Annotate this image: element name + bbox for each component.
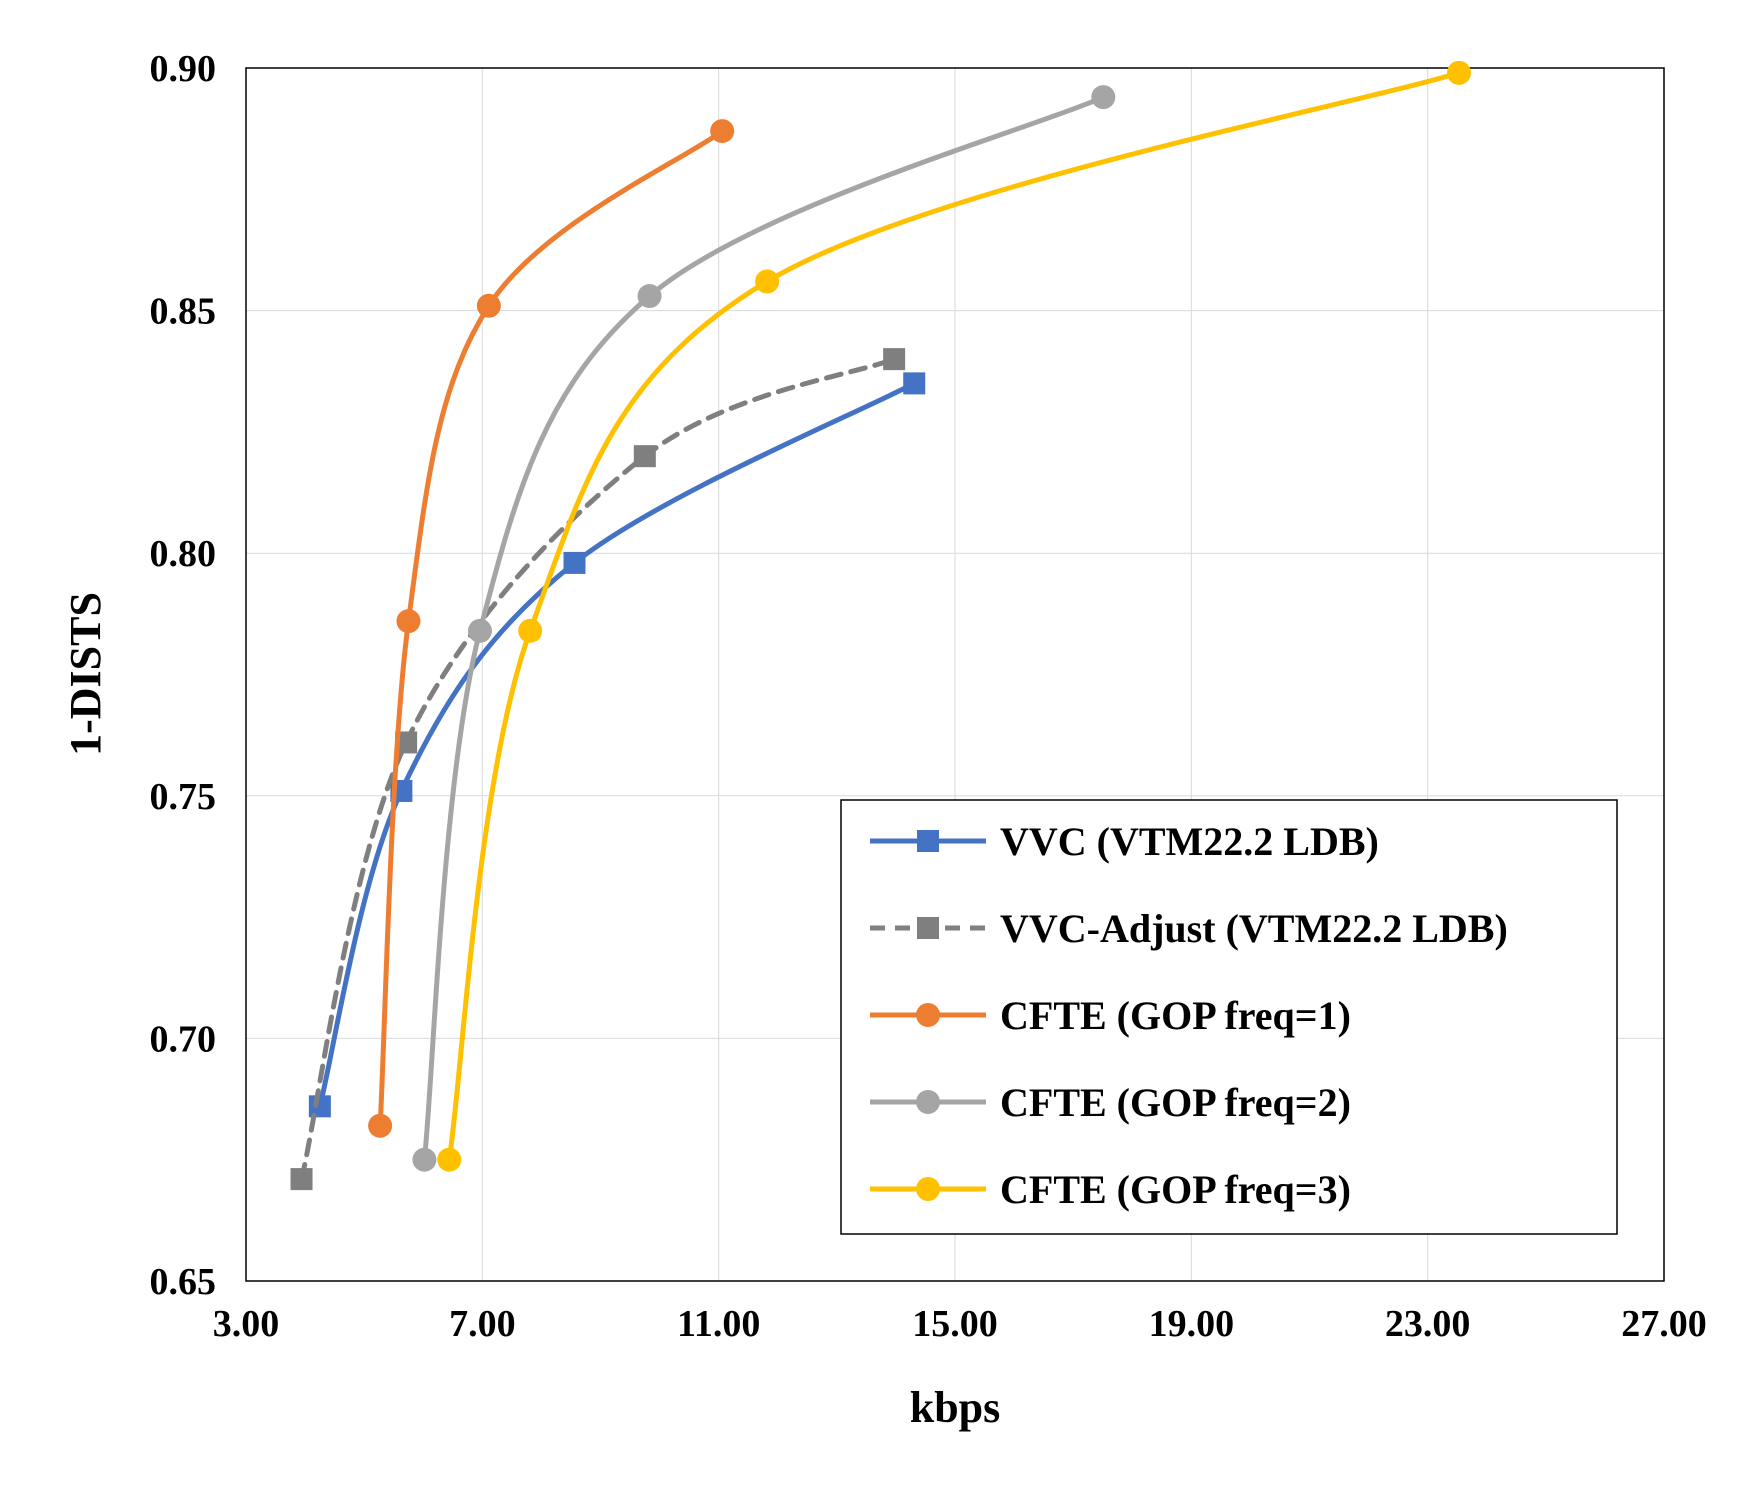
y-tick-label: 0.70 bbox=[150, 1018, 217, 1060]
data-point bbox=[395, 731, 418, 754]
y-tick-label: 0.90 bbox=[150, 48, 217, 90]
legend-label: CFTE (GOP freq=3) bbox=[1000, 1167, 1351, 1212]
series-line bbox=[421, 94, 1106, 1163]
legend-item: VVC (VTM22.2 LDB) bbox=[870, 819, 1379, 864]
plot-area-border bbox=[245, 67, 1665, 1282]
legend-label: VVC-Adjust (VTM22.2 LDB) bbox=[1000, 906, 1508, 951]
series-line bbox=[377, 128, 725, 1129]
data-point bbox=[437, 1147, 462, 1172]
data-point bbox=[710, 119, 735, 144]
y-tick-label: 0.85 bbox=[150, 291, 217, 333]
data-point bbox=[396, 609, 421, 634]
data-point bbox=[755, 269, 780, 294]
y-axis-ticks: 0.65 0.70 0.75 0.80 0.85 0.90 bbox=[150, 48, 217, 1303]
series-3 bbox=[368, 119, 735, 1138]
data-point bbox=[412, 1147, 437, 1172]
series-line bbox=[446, 70, 1462, 1163]
y-tick-label: 0.80 bbox=[150, 533, 217, 575]
legend-swatch-marker bbox=[916, 1003, 940, 1027]
data-point bbox=[637, 284, 662, 309]
legend-swatch-marker bbox=[917, 917, 939, 939]
legend-item: CFTE (GOP freq=2) bbox=[870, 1080, 1351, 1125]
x-tick-label: 15.00 bbox=[912, 1303, 998, 1345]
x-tick-label: 23.00 bbox=[1385, 1303, 1471, 1345]
data-point bbox=[476, 293, 501, 318]
data-point bbox=[563, 551, 586, 574]
data-point bbox=[368, 1113, 393, 1138]
data-point bbox=[467, 618, 492, 643]
legend-item: VVC-Adjust (VTM22.2 LDB) bbox=[870, 906, 1508, 951]
y-tick-label: 0.75 bbox=[150, 776, 217, 818]
x-tick-label: 27.00 bbox=[1621, 1303, 1707, 1345]
legend-item: CFTE (GOP freq=1) bbox=[870, 993, 1351, 1038]
series-4 bbox=[412, 85, 1116, 1172]
legend-swatch-marker bbox=[917, 830, 939, 852]
x-axis-title: kbps bbox=[910, 1383, 1001, 1432]
x-tick-label: 19.00 bbox=[1149, 1303, 1235, 1345]
series-line bbox=[317, 380, 917, 1109]
y-axis-title: 1-DISTS bbox=[61, 592, 110, 756]
series-group bbox=[290, 60, 1471, 1191]
x-axis-ticks: 3.00 7.00 11.00 15.00 19.00 23.00 27.00 bbox=[213, 1303, 1707, 1345]
legend-item: CFTE (GOP freq=3) bbox=[870, 1167, 1351, 1212]
legend-swatch-marker bbox=[916, 1090, 940, 1114]
x-tick-label: 11.00 bbox=[677, 1303, 760, 1345]
legend-swatch-marker bbox=[916, 1177, 940, 1201]
series-5 bbox=[437, 60, 1471, 1172]
data-point bbox=[518, 618, 543, 643]
data-point bbox=[1446, 60, 1471, 85]
data-point bbox=[903, 372, 926, 395]
data-point bbox=[290, 1168, 313, 1191]
data-point bbox=[633, 445, 656, 468]
legend-label: VVC (VTM22.2 LDB) bbox=[1000, 819, 1379, 864]
data-point bbox=[1091, 85, 1116, 110]
y-tick-label: 0.65 bbox=[150, 1261, 217, 1303]
legend-label: CFTE (GOP freq=1) bbox=[1000, 993, 1351, 1038]
series-line bbox=[299, 356, 897, 1182]
legend: VVC (VTM22.2 LDB) VVC-Adjust (VTM22.2 LDB… bbox=[840, 799, 1618, 1235]
x-tick-label: 7.00 bbox=[449, 1303, 516, 1345]
x-tick-label: 3.00 bbox=[213, 1303, 280, 1345]
legend-label: CFTE (GOP freq=2) bbox=[1000, 1080, 1351, 1125]
data-point bbox=[883, 348, 906, 371]
